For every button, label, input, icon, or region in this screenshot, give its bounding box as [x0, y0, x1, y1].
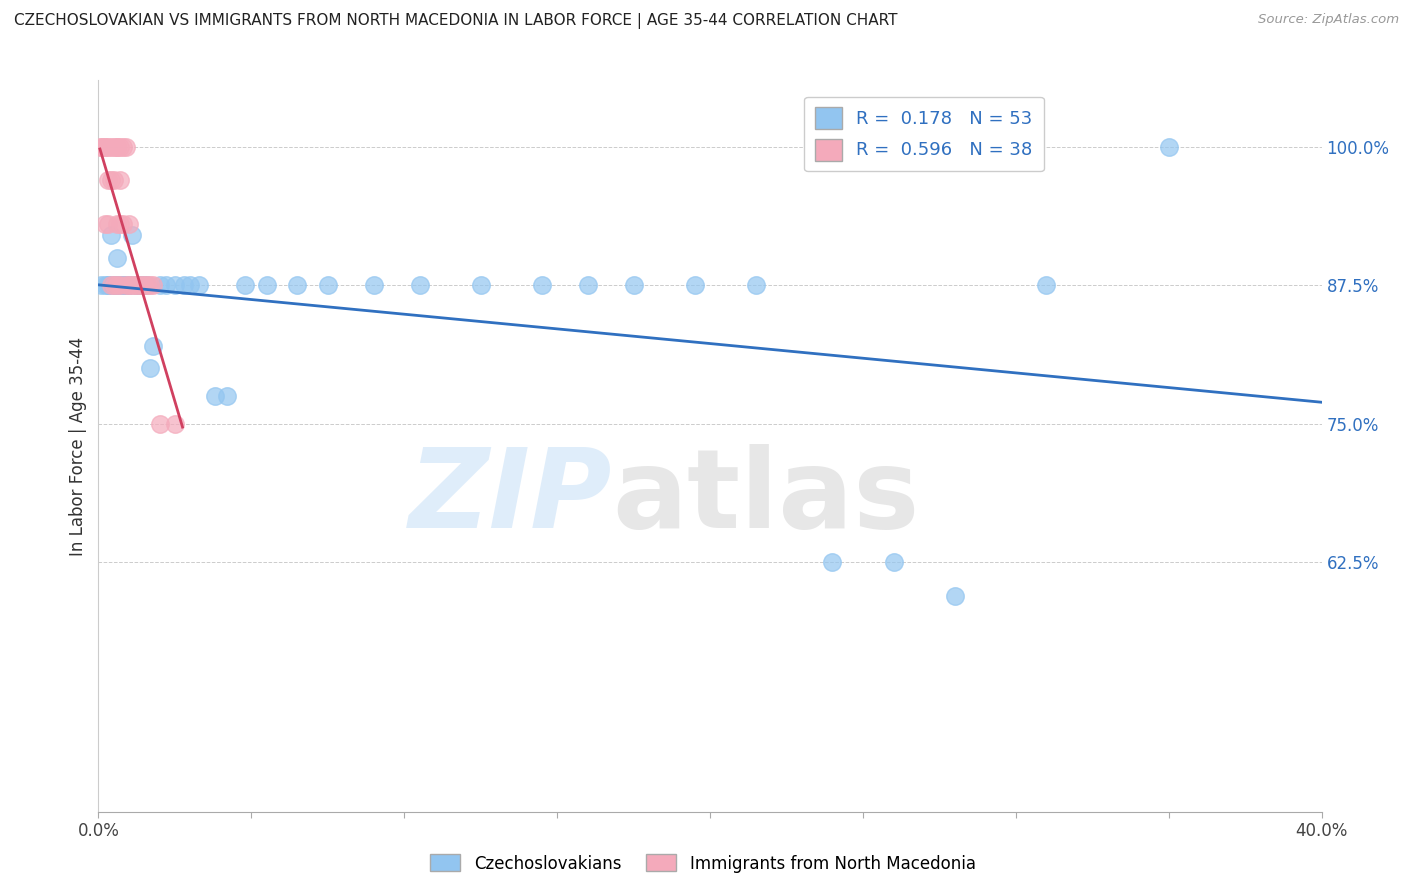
- Point: [139, 278, 162, 293]
- Point: [108, 278, 131, 293]
- Point: [90, 140, 112, 154]
- Point: [108, 278, 131, 293]
- Point: [118, 218, 141, 232]
- Point: [285, 278, 308, 293]
- Point: [115, 278, 138, 293]
- Point: [108, 218, 131, 232]
- Point: [115, 278, 138, 293]
- Point: [97, 278, 120, 293]
- Point: [163, 278, 186, 293]
- Point: [103, 173, 125, 187]
- Point: [93, 140, 115, 154]
- Point: [108, 173, 131, 187]
- Point: [316, 278, 339, 293]
- Point: [105, 278, 128, 293]
- Point: [108, 140, 131, 154]
- Point: [129, 278, 152, 293]
- Point: [408, 278, 430, 293]
- Point: [100, 278, 122, 293]
- Y-axis label: In Labor Force | Age 35-44: In Labor Force | Age 35-44: [69, 336, 87, 556]
- Text: ZIP: ZIP: [409, 443, 612, 550]
- Point: [111, 278, 134, 293]
- Point: [105, 140, 128, 154]
- Point: [108, 278, 131, 293]
- Point: [90, 278, 112, 293]
- Point: [576, 278, 599, 293]
- Point: [105, 140, 128, 154]
- Point: [100, 228, 122, 243]
- Point: [111, 218, 134, 232]
- Point: [149, 278, 172, 293]
- Point: [108, 278, 131, 293]
- Point: [136, 278, 159, 293]
- Text: Source: ZipAtlas.com: Source: ZipAtlas.com: [1258, 13, 1399, 27]
- Point: [121, 278, 143, 293]
- Point: [233, 278, 256, 293]
- Point: [149, 417, 172, 431]
- Point: [100, 173, 122, 187]
- Point: [363, 278, 385, 293]
- Text: atlas: atlas: [612, 443, 920, 550]
- Point: [121, 228, 143, 243]
- Point: [1035, 278, 1057, 293]
- Point: [97, 218, 120, 232]
- Point: [188, 278, 211, 293]
- Legend: R =  0.178   N = 53, R =  0.596   N = 38: R = 0.178 N = 53, R = 0.596 N = 38: [804, 96, 1043, 171]
- Point: [111, 140, 134, 154]
- Point: [100, 278, 122, 293]
- Point: [93, 218, 115, 232]
- Point: [105, 278, 128, 293]
- Point: [124, 278, 146, 293]
- Point: [215, 389, 238, 403]
- Point: [103, 278, 125, 293]
- Point: [142, 278, 165, 293]
- Point: [134, 278, 156, 293]
- Point: [127, 278, 149, 293]
- Point: [97, 140, 120, 154]
- Point: [105, 251, 128, 265]
- Point: [139, 361, 162, 376]
- Point: [883, 555, 905, 569]
- Point: [204, 389, 226, 403]
- Point: [118, 278, 141, 293]
- Point: [173, 278, 195, 293]
- Point: [821, 555, 844, 569]
- Point: [256, 278, 278, 293]
- Point: [93, 278, 115, 293]
- Point: [142, 339, 165, 353]
- Point: [124, 278, 146, 293]
- Point: [111, 278, 134, 293]
- Point: [129, 278, 152, 293]
- Point: [105, 218, 128, 232]
- Text: CZECHOSLOVAKIAN VS IMMIGRANTS FROM NORTH MACEDONIA IN LABOR FORCE | AGE 35-44 CO: CZECHOSLOVAKIAN VS IMMIGRANTS FROM NORTH…: [14, 13, 897, 29]
- Point: [623, 278, 645, 293]
- Point: [745, 278, 768, 293]
- Point: [100, 140, 122, 154]
- Point: [1157, 140, 1180, 154]
- Point: [103, 140, 125, 154]
- Point: [105, 278, 128, 293]
- Point: [470, 278, 492, 293]
- Point: [155, 278, 177, 293]
- Point: [118, 278, 141, 293]
- Point: [134, 278, 156, 293]
- Point: [97, 278, 120, 293]
- Point: [943, 589, 966, 603]
- Legend: Czechoslovakians, Immigrants from North Macedonia: Czechoslovakians, Immigrants from North …: [423, 847, 983, 880]
- Point: [115, 278, 138, 293]
- Point: [530, 278, 553, 293]
- Point: [136, 278, 159, 293]
- Point: [97, 173, 120, 187]
- Point: [127, 278, 149, 293]
- Point: [103, 278, 125, 293]
- Point: [118, 278, 141, 293]
- Point: [115, 140, 138, 154]
- Point: [90, 140, 112, 154]
- Point: [103, 278, 125, 293]
- Point: [179, 278, 201, 293]
- Point: [683, 278, 706, 293]
- Point: [93, 140, 115, 154]
- Point: [163, 417, 186, 431]
